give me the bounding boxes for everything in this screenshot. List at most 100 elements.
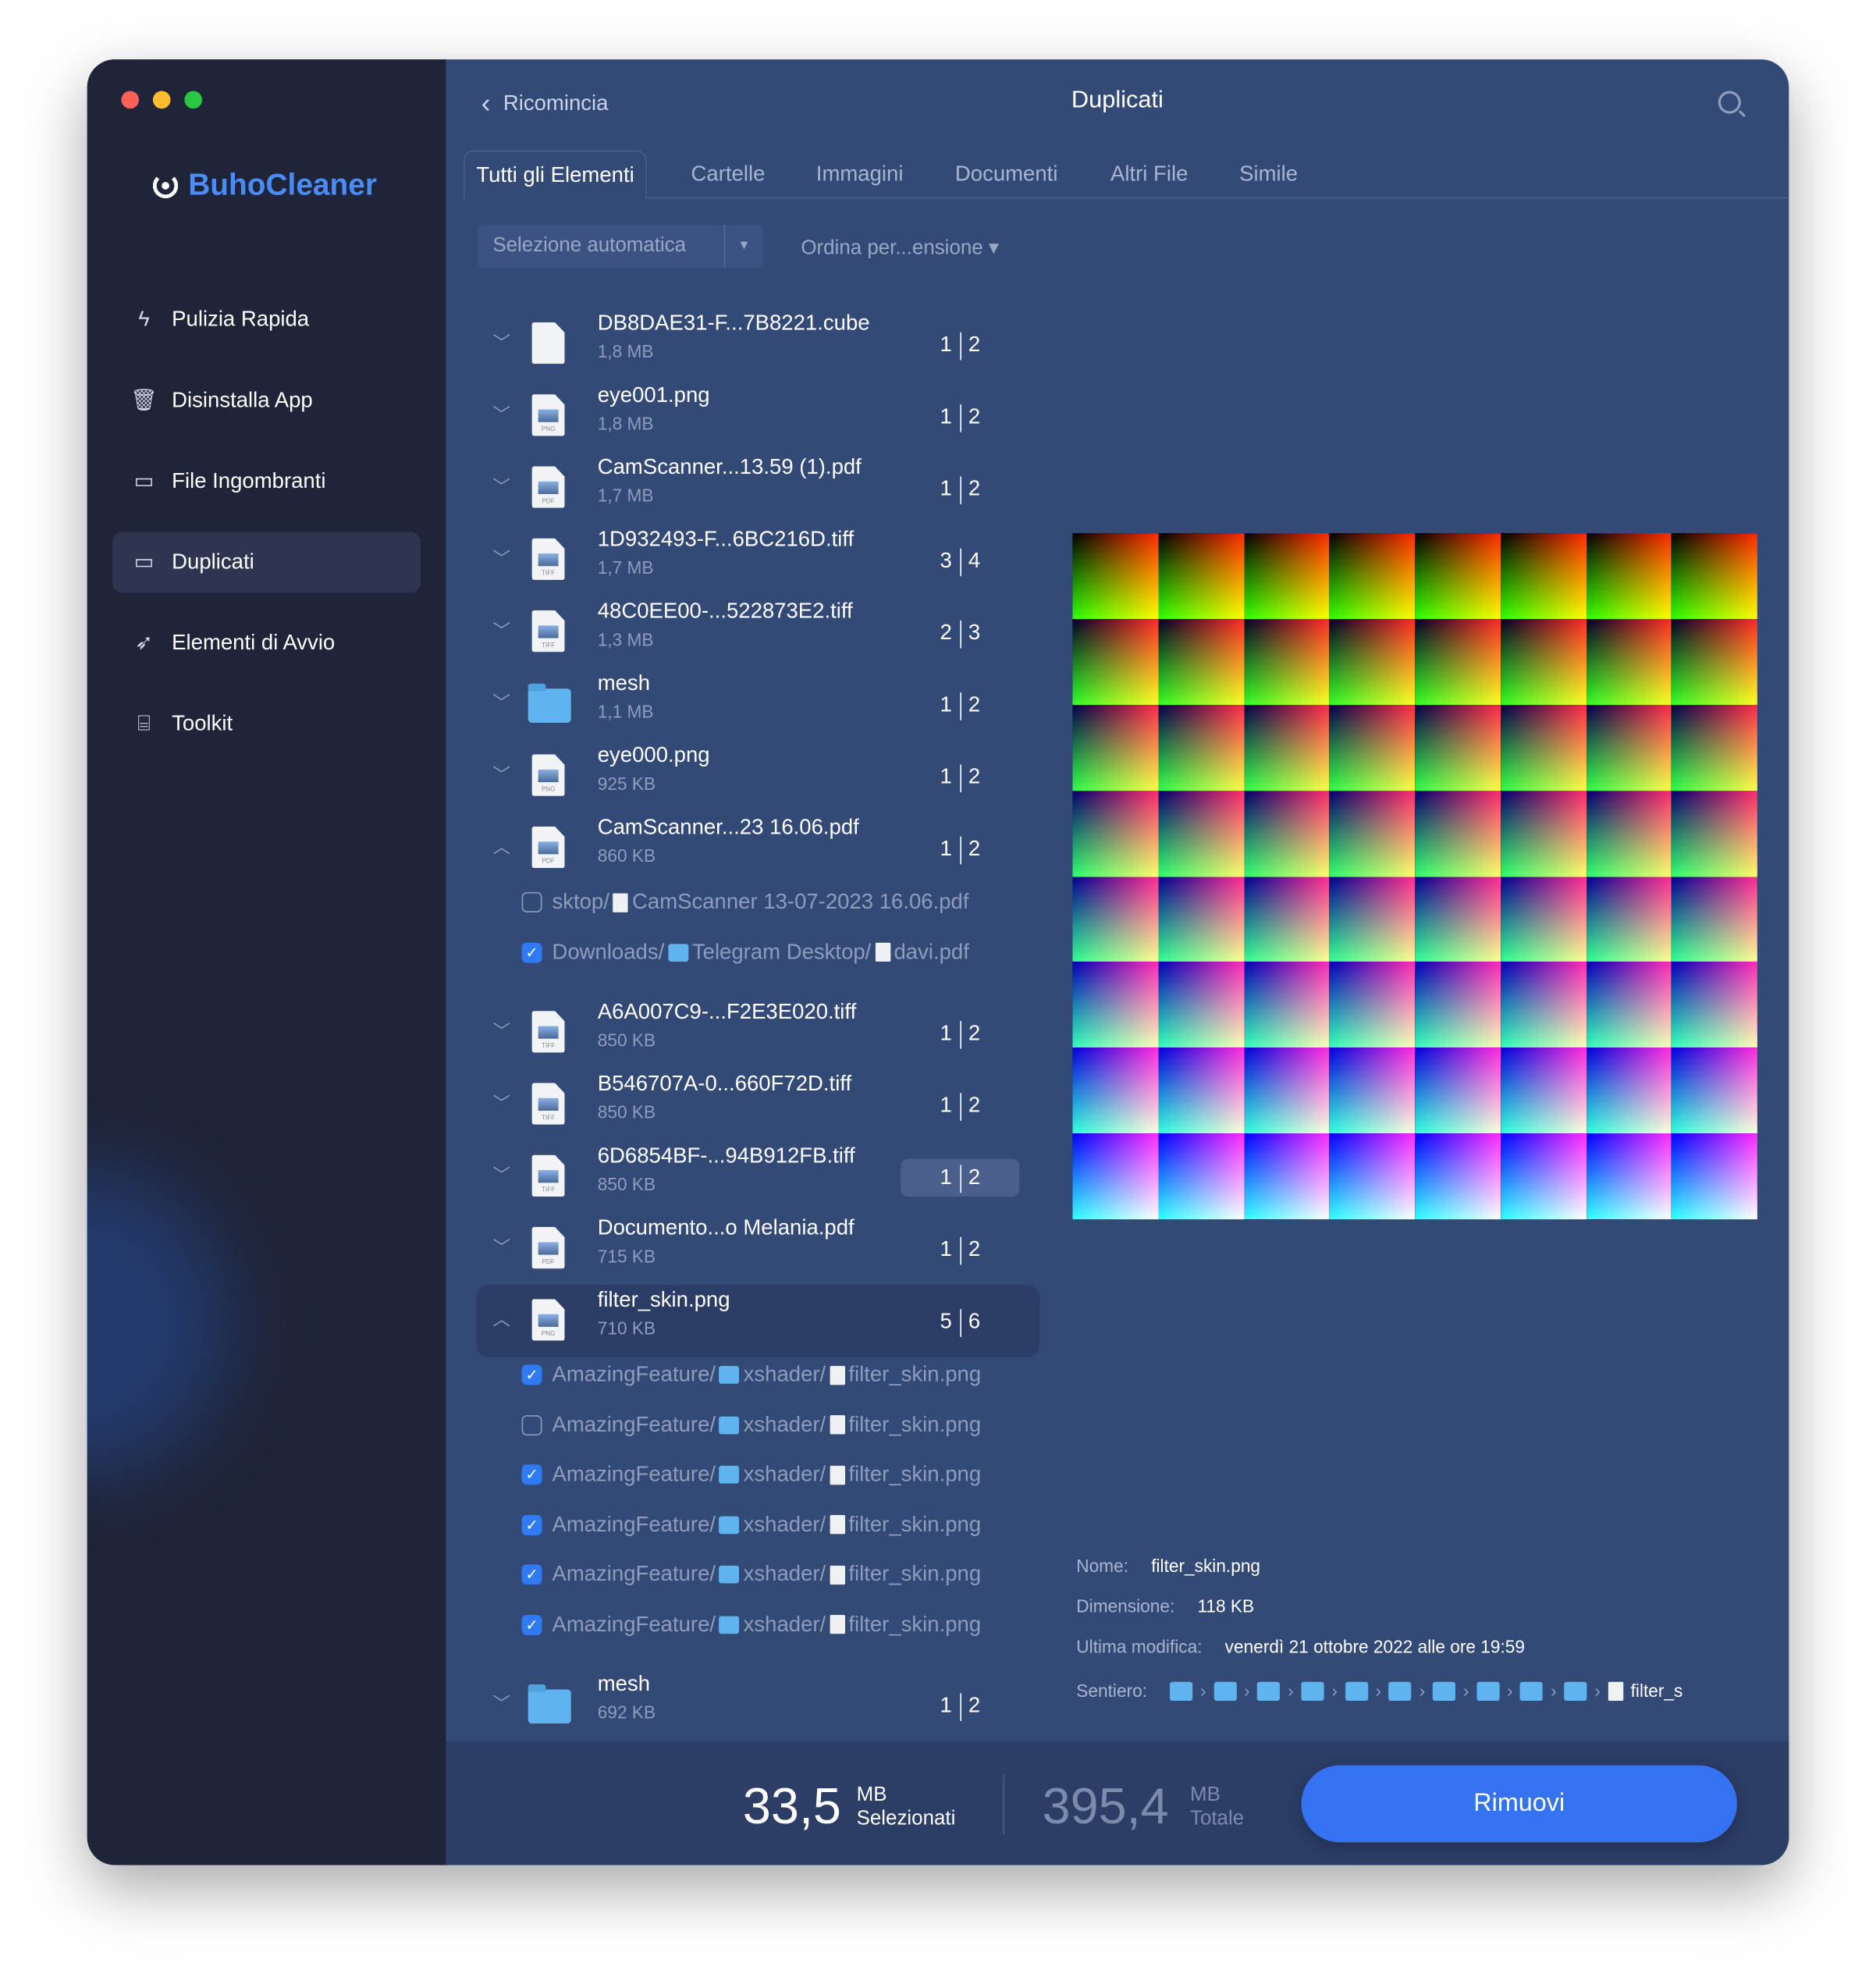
preview-tile	[1072, 876, 1159, 962]
chevron-down-icon[interactable]: ﹀	[492, 620, 511, 641]
file-group-row[interactable]: ﹀ TIFF B546707A-0...660F72D.tiff 850 KB 1 2	[476, 1069, 1039, 1141]
sidebar-item-file-ingombranti[interactable]: ▭ File Ingombranti	[112, 451, 421, 512]
file-group-row[interactable]: ﹀ PDF Documento...o Melania.pdf 715 KB 1 2	[476, 1213, 1039, 1285]
chevron-down-icon[interactable]: ﹀	[492, 548, 511, 569]
duplicate-path-item[interactable]: ✓ AmazingFeature/xshader/filter_skin.png	[476, 1549, 1039, 1600]
chevron-up-icon[interactable]: ︿	[492, 836, 511, 857]
tab-immagini[interactable]: Immagini	[815, 162, 904, 186]
checkbox[interactable]: ✓	[521, 1364, 542, 1385]
duplicate-path-item[interactable]: ✓ AmazingFeature/xshader/filter_skin.png	[476, 1449, 1039, 1500]
chevron-down-icon[interactable]: ﹀	[492, 404, 511, 425]
checkbox[interactable]: ✓	[521, 1464, 542, 1485]
search-icon[interactable]	[1718, 91, 1741, 114]
total-count: 2	[968, 692, 981, 717]
chevron-down-icon[interactable]: ﹀	[492, 1236, 511, 1257]
path-breadcrumb[interactable]: › › › › › › › › › › filter_s	[1170, 1680, 1682, 1701]
folder-icon[interactable]	[1520, 1680, 1544, 1701]
duplicates-list[interactable]: ﹀ DB8DAE31-F...7B8221.cube 1,8 MB 1 2 ﹀ PNG eye…	[476, 308, 1045, 1741]
tab-simile[interactable]: Simile	[1239, 162, 1299, 186]
file-group-row[interactable]: ﹀ mesh 692 KB 1 2	[476, 1670, 1039, 1741]
remove-button[interactable]: Rimuovi	[1301, 1765, 1737, 1843]
close-window-button[interactable]	[121, 91, 140, 109]
tab-documenti[interactable]: Documenti	[954, 162, 1058, 186]
checkbox[interactable]	[521, 1414, 542, 1435]
duplicate-path-item[interactable]: ✓ Downloads/Telegram Desktop/davi.pdf	[476, 926, 1039, 977]
thumbnail-image	[538, 625, 559, 638]
sidebar-glow	[87, 1171, 226, 1475]
file-group-row[interactable]: ﹀ TIFF 48C0EE00-...522873E2.tiff 1,3 MB 2 3	[476, 596, 1039, 668]
file-group-row[interactable]: ︿ PDF CamScanner...23 16.06.pdf 860 KB 1 2	[476, 813, 1039, 884]
chevron-down-icon[interactable]: ﹀	[492, 1165, 511, 1186]
chevron-down-icon[interactable]: ﹀	[492, 332, 511, 353]
file-group-row[interactable]: ﹀ PDF CamScanner...13.59 (1).pdf 1,7 MB 1 2	[476, 453, 1039, 525]
tab-cartelle[interactable]: Cartelle	[691, 162, 766, 186]
duplicate-path-item[interactable]: ✓ AmazingFeature/xshader/filter_skin.png	[476, 1350, 1039, 1400]
checkbox[interactable]	[521, 891, 542, 912]
folder-icon[interactable]	[1301, 1680, 1324, 1701]
chevron-down-icon[interactable]: ﹀	[492, 764, 511, 785]
checkbox[interactable]: ✓	[521, 941, 542, 962]
chevron-up-icon[interactable]: ︿	[492, 1309, 511, 1330]
chevron-down-icon[interactable]: ﹀	[492, 692, 511, 713]
chevron-down-icon[interactable]: ﹀	[492, 476, 511, 497]
file-group-row[interactable]: ﹀ TIFF A6A007C9-...F2E3E020.tiff 850 KB 1 2	[476, 997, 1039, 1069]
sidebar-item-elementi-di-avvio[interactable]: ➶ Elementi di Avvio	[112, 613, 421, 674]
checkbox[interactable]: ✓	[521, 1564, 542, 1585]
preview-tile	[1415, 619, 1501, 705]
tab-altri-file[interactable]: Altri File	[1110, 162, 1188, 186]
home-folder-icon[interactable]	[1170, 1680, 1193, 1701]
sidebar-item-pulizia-rapida[interactable]: ϟ Pulizia Rapida	[112, 290, 421, 350]
file-group-row[interactable]: ︿ PNG filter_skin.png 710 KB 5 6	[476, 1285, 1040, 1357]
folder-icon[interactable]	[1432, 1680, 1456, 1701]
dropdown-arrow-icon[interactable]: ▼	[723, 225, 763, 269]
sort-dropdown[interactable]: Ordina per...ensione ▾	[801, 237, 999, 259]
file-group-row[interactable]: ﹀ TIFF 1D932493-F...6BC216D.tiff 1,7 MB 3 4	[476, 525, 1039, 596]
auto-select-dropdown[interactable]: Selezione automatica ▼	[477, 225, 763, 269]
sidebar-item-disinstalla-app[interactable]: 🗑 Disinstalla App	[112, 370, 421, 431]
folder-icon[interactable]	[1388, 1680, 1412, 1701]
duplicate-path-item[interactable]: ✓ AmazingFeature/xshader/filter_skin.png	[476, 1599, 1039, 1650]
folder-icon[interactable]	[1345, 1680, 1368, 1701]
duplicate-path-item[interactable]: AmazingFeature/xshader/filter_skin.png	[476, 1400, 1039, 1450]
chevron-down-icon[interactable]: ﹀	[492, 1093, 511, 1114]
folder-icon[interactable]	[1476, 1680, 1500, 1701]
file-group-row[interactable]: ﹀ mesh 1,1 MB 1 2	[476, 668, 1039, 740]
zoom-window-button[interactable]	[184, 91, 203, 109]
file-group-row[interactable]: ﹀ PNG eye001.png 1,8 MB 1 2	[476, 380, 1039, 452]
folder-icon[interactable]	[1564, 1680, 1587, 1701]
folder-icon[interactable]	[1213, 1680, 1237, 1701]
file-group-row[interactable]: ﹀ TIFF 6D6854BF-...94B912FB.tiff 850 KB 1 2	[476, 1141, 1039, 1213]
selected-count: 1	[940, 692, 952, 717]
file-type-label: PDF	[542, 858, 555, 866]
file-group-row[interactable]: ﹀ PNG eye000.png 925 KB 1 2	[476, 741, 1039, 813]
duplicate-path-item[interactable]: sktop/CamScanner 13-07-2023 16.06.pdf	[476, 877, 1039, 928]
chevron-down-icon[interactable]: ﹀	[492, 1693, 511, 1714]
preview-tile	[1586, 1047, 1672, 1134]
sidebar-item-toolkit[interactable]: ⌸ Toolkit	[112, 694, 421, 755]
chevron-right-icon: ›	[1200, 1680, 1206, 1702]
file-group-row[interactable]: ﹀ DB8DAE31-F...7B8221.cube 1,8 MB 1 2	[476, 308, 1039, 380]
back-button[interactable]: ‹ Ricomincia	[481, 87, 609, 120]
checkbox[interactable]: ✓	[521, 1514, 542, 1535]
sidebar-item-duplicati[interactable]: ▭ Duplicati	[112, 532, 421, 593]
folder-icon[interactable]	[1257, 1680, 1281, 1701]
minimize-window-button[interactable]	[152, 91, 171, 109]
checkbox[interactable]: ✓	[521, 1614, 542, 1635]
duplicate-path-item[interactable]: ✓ AmazingFeature/xshader/filter_skin.png	[476, 1499, 1039, 1550]
chevron-down-icon[interactable]: ﹀	[492, 1021, 511, 1041]
tab-tutti-gli-elementi[interactable]: Tutti gli Elementi	[464, 150, 647, 200]
